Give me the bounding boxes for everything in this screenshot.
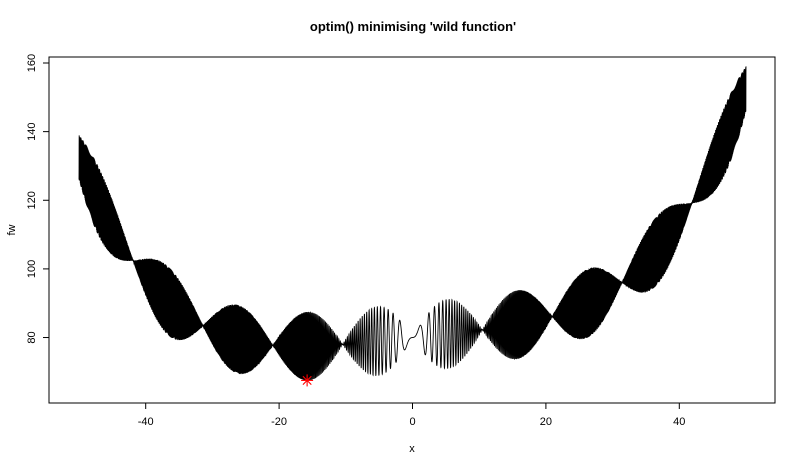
y-axis-label: fw xyxy=(6,224,18,235)
x-axis: -40 -20 0 20 40 xyxy=(138,402,685,428)
x-tick-label: -20 xyxy=(271,416,287,428)
x-axis-label: x xyxy=(409,443,415,455)
y-tick-label: 80 xyxy=(26,331,38,343)
marker-layer xyxy=(301,374,314,387)
y-axis: 80 100 120 140 160 xyxy=(26,54,50,344)
series-layer xyxy=(78,66,747,381)
y-tick-label: 120 xyxy=(26,191,38,209)
y-tick-label: 140 xyxy=(26,122,38,140)
chart-title: optim() minimising 'wild function' xyxy=(310,19,516,34)
y-tick-label: 100 xyxy=(26,260,38,278)
y-tick-label: 160 xyxy=(26,54,38,72)
x-tick-label: -40 xyxy=(138,416,154,428)
x-tick-label: 0 xyxy=(409,416,415,428)
minimum-marker xyxy=(301,374,314,387)
x-tick-label: 20 xyxy=(540,416,552,428)
x-tick-label: 40 xyxy=(673,416,685,428)
wild-function-line xyxy=(78,66,747,381)
